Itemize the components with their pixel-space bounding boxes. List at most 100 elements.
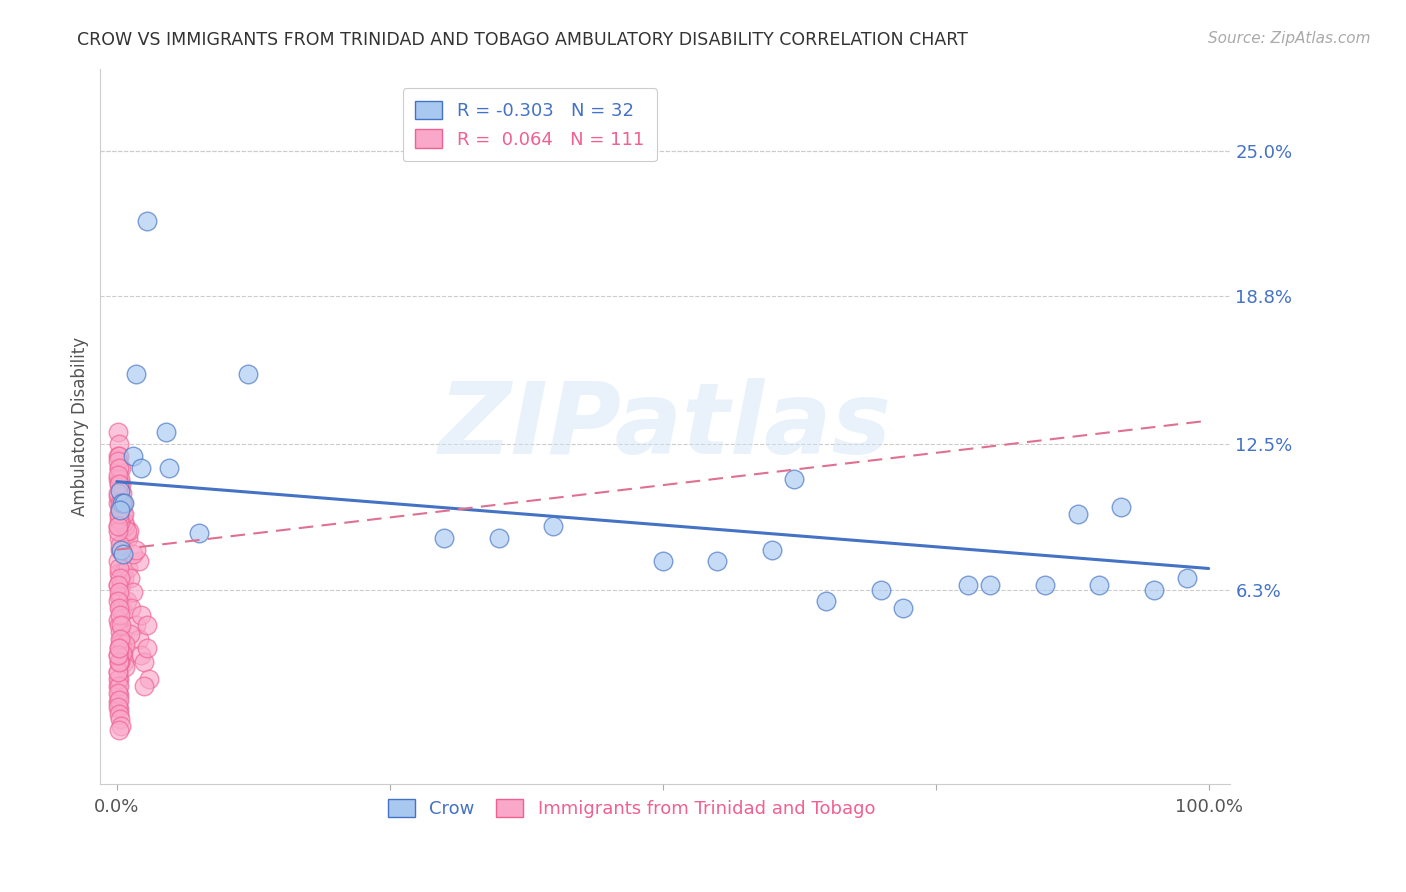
- Point: [543, 519, 565, 533]
- Point: [129, 460, 152, 475]
- Point: [107, 519, 129, 533]
- Point: [108, 515, 131, 529]
- Point: [108, 679, 131, 693]
- Point: [112, 648, 135, 663]
- Point: [132, 679, 155, 693]
- Point: [118, 524, 141, 538]
- Text: CROW VS IMMIGRANTS FROM TRINIDAD AND TOBAGO AMBULATORY DISABILITY CORRELATION CH: CROW VS IMMIGRANTS FROM TRINIDAD AND TOB…: [77, 31, 969, 49]
- Point: [117, 561, 139, 575]
- Point: [122, 449, 145, 463]
- Point: [108, 656, 131, 670]
- Point: [115, 594, 138, 608]
- Point: [111, 496, 134, 510]
- Point: [125, 542, 148, 557]
- Point: [783, 472, 806, 486]
- Point: [111, 601, 134, 615]
- Point: [129, 608, 152, 623]
- Point: [114, 660, 136, 674]
- Point: [128, 554, 150, 568]
- Point: [108, 512, 131, 526]
- Point: [108, 472, 131, 486]
- Point: [108, 601, 131, 615]
- Point: [114, 519, 136, 533]
- Point: [108, 496, 131, 510]
- Point: [108, 632, 131, 646]
- Point: [108, 702, 131, 716]
- Point: [108, 508, 131, 522]
- Point: [107, 472, 129, 486]
- Point: [108, 637, 131, 651]
- Point: [108, 483, 131, 498]
- Point: [957, 578, 980, 592]
- Legend: Crow, Immigrants from Trinidad and Tobago: Crow, Immigrants from Trinidad and Tobag…: [381, 792, 883, 825]
- Point: [107, 519, 129, 533]
- Point: [107, 486, 129, 500]
- Point: [107, 467, 129, 482]
- Point: [155, 425, 177, 440]
- Point: [107, 686, 129, 700]
- Point: [108, 460, 131, 475]
- Point: [108, 641, 131, 656]
- Point: [132, 656, 155, 670]
- Point: [112, 508, 135, 522]
- Point: [136, 214, 159, 228]
- Point: [112, 496, 135, 510]
- Point: [815, 594, 838, 608]
- Point: [108, 503, 131, 517]
- Point: [108, 508, 131, 522]
- Point: [107, 449, 129, 463]
- Point: [108, 500, 131, 515]
- Point: [979, 578, 1001, 592]
- Text: ZIPatlas: ZIPatlas: [439, 378, 891, 475]
- Point: [110, 617, 132, 632]
- Point: [118, 571, 141, 585]
- Point: [110, 632, 132, 646]
- Point: [111, 641, 134, 656]
- Point: [1109, 500, 1132, 515]
- Point: [108, 641, 131, 656]
- Point: [108, 656, 131, 670]
- Point: [107, 578, 129, 592]
- Point: [107, 524, 129, 538]
- Point: [138, 672, 160, 686]
- Point: [108, 483, 131, 498]
- Point: [107, 453, 129, 467]
- Point: [1033, 578, 1056, 592]
- Point: [120, 601, 142, 615]
- Point: [112, 496, 135, 510]
- Point: [136, 617, 159, 632]
- Point: [125, 617, 148, 632]
- Point: [1175, 571, 1198, 585]
- Point: [108, 624, 131, 639]
- Point: [1143, 582, 1166, 597]
- Point: [122, 548, 145, 562]
- Point: [108, 531, 131, 545]
- Point: [111, 646, 134, 660]
- Point: [108, 437, 131, 451]
- Point: [110, 500, 132, 515]
- Point: [107, 665, 129, 679]
- Point: [108, 656, 131, 670]
- Point: [108, 477, 131, 491]
- Point: [870, 582, 893, 597]
- Point: [110, 719, 132, 733]
- Point: [157, 460, 180, 475]
- Point: [1088, 578, 1111, 592]
- Y-axis label: Ambulatory Disability: Ambulatory Disability: [72, 337, 89, 516]
- Point: [107, 613, 129, 627]
- Point: [1066, 508, 1088, 522]
- Point: [112, 571, 135, 585]
- Point: [108, 601, 131, 615]
- Point: [108, 672, 131, 686]
- Point: [108, 723, 131, 738]
- Point: [110, 460, 132, 475]
- Point: [107, 665, 129, 679]
- Point: [108, 542, 131, 557]
- Point: [108, 590, 131, 604]
- Point: [129, 648, 152, 663]
- Point: [107, 648, 129, 663]
- Point: [108, 693, 131, 707]
- Point: [125, 367, 148, 381]
- Point: [108, 712, 131, 726]
- Point: [761, 542, 783, 557]
